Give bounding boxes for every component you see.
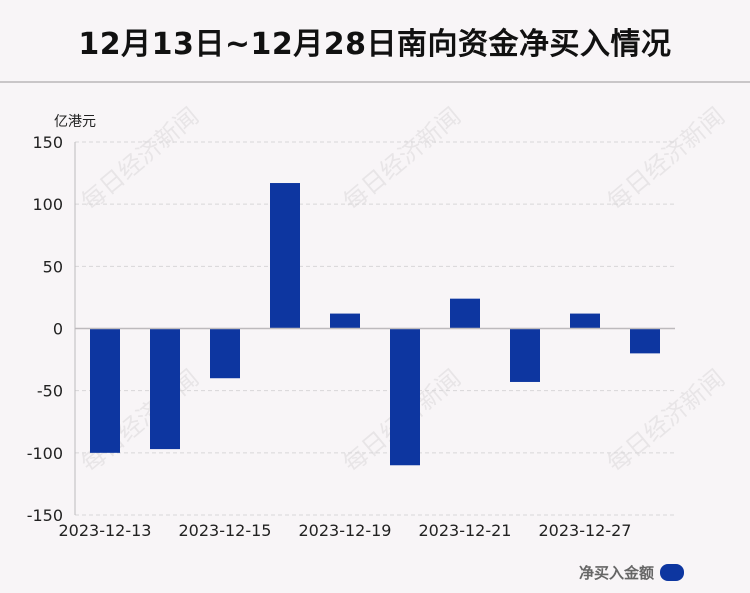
x-tick-label: 2023-12-19 bbox=[299, 521, 392, 540]
legend-label: 净买入金额 bbox=[578, 564, 654, 582]
y-tick-label: 0 bbox=[53, 320, 63, 339]
bar-2023-12-28 bbox=[630, 328, 660, 354]
x-tick-label: 2023-12-27 bbox=[539, 521, 632, 540]
bar-2023-12-21 bbox=[450, 298, 480, 329]
bar-2023-12-18 bbox=[270, 183, 300, 329]
bar-2023-12-20 bbox=[390, 328, 420, 466]
bar-2023-12-22 bbox=[510, 328, 540, 382]
x-tick-label: 2023-12-21 bbox=[419, 521, 512, 540]
y-tick-label: 50 bbox=[43, 257, 63, 276]
bar-2023-12-14 bbox=[150, 328, 180, 450]
legend-swatch bbox=[660, 564, 684, 581]
bar-2023-12-13 bbox=[90, 328, 120, 453]
y-tick-label: 150 bbox=[32, 133, 63, 152]
y-tick-label: -50 bbox=[37, 382, 63, 401]
y-tick-label: 100 bbox=[32, 195, 63, 214]
y-unit-label: 亿港元 bbox=[54, 114, 96, 130]
x-tick-label: 2023-12-15 bbox=[179, 521, 272, 540]
bar-2023-12-19 bbox=[330, 313, 360, 329]
legend: 净买入金额 bbox=[579, 562, 684, 583]
bar-2023-12-27 bbox=[570, 313, 600, 329]
chart-title: 12月13日~12月28日南向资金净买入情况 bbox=[78, 26, 672, 62]
bar-2023-12-15 bbox=[210, 328, 240, 379]
title-bar: 12月13日~12月28日南向资金净买入情况 bbox=[0, 0, 750, 83]
x-tick-label: 2023-12-13 bbox=[59, 521, 152, 540]
y-tick-label: -100 bbox=[27, 444, 63, 463]
y-tick-label: -150 bbox=[27, 506, 63, 525]
